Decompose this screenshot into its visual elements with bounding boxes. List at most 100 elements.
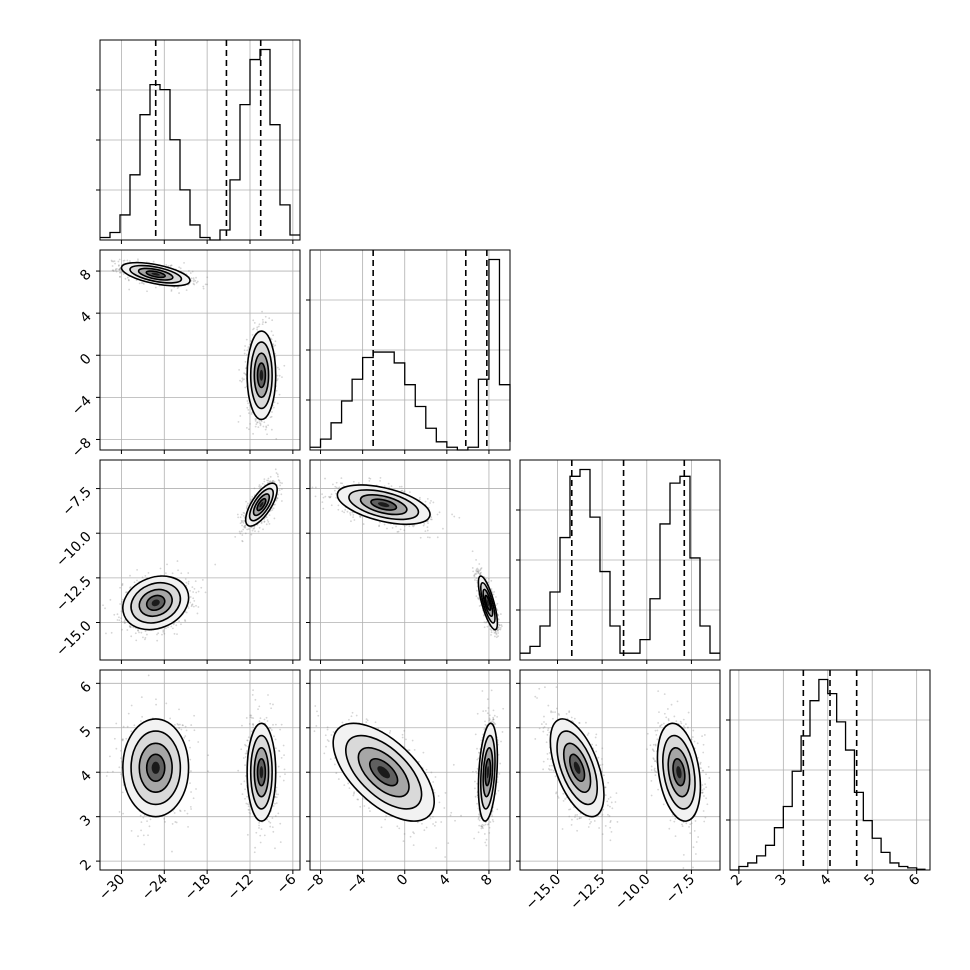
- scatter-point: [275, 389, 278, 392]
- contour-line: [138, 588, 173, 618]
- scatter-point: [180, 572, 183, 575]
- scatter-point: [118, 258, 121, 261]
- scatter-point: [237, 420, 240, 423]
- scatter-point: [193, 279, 195, 281]
- scatter-point: [260, 521, 263, 523]
- scatter-point: [256, 326, 259, 329]
- scatter-point: [129, 586, 131, 589]
- scatter-point: [331, 483, 334, 486]
- scatter-point: [352, 513, 355, 516]
- scatter-point: [266, 519, 269, 521]
- scatter-point: [329, 496, 332, 499]
- scatter-point: [184, 619, 186, 621]
- scatter-point: [276, 497, 279, 499]
- scatter-point: [477, 571, 480, 574]
- scatter-point: [120, 620, 123, 623]
- scatter-point: [278, 393, 281, 396]
- scatter-point: [391, 527, 394, 529]
- scatter-point: [261, 323, 264, 325]
- scatter-point: [202, 287, 205, 290]
- scatter-point: [419, 536, 422, 539]
- scatter-point: [253, 487, 256, 490]
- scatter-point: [279, 484, 281, 487]
- scatter-point: [249, 422, 251, 425]
- scatter-point: [247, 408, 250, 411]
- hist-frame-3: [729, 669, 931, 871]
- scatter-point: [275, 472, 278, 474]
- scatter-point: [144, 630, 147, 633]
- scatter-point: [187, 582, 190, 585]
- scatter-point: [245, 338, 248, 341]
- scatter-point: [337, 504, 340, 507]
- scatter-point: [314, 495, 317, 498]
- scatter-point: [187, 607, 190, 609]
- scatter-point: [271, 319, 274, 322]
- scatter-point: [252, 319, 255, 322]
- scatter-point: [243, 372, 246, 375]
- scatter-point: [418, 498, 421, 501]
- scatter-point: [426, 536, 429, 539]
- scatter-point: [453, 515, 456, 518]
- scatter-point: [272, 334, 275, 337]
- scatter-point: [264, 315, 267, 318]
- scatter-point: [118, 268, 121, 271]
- scatter-point: [265, 321, 267, 324]
- scatter-point: [262, 425, 265, 428]
- scatter-point: [114, 269, 117, 272]
- scatter-point: [241, 520, 244, 522]
- scatter-point: [142, 283, 145, 285]
- scatter-point: [265, 426, 268, 429]
- scatter-point: [275, 438, 278, 440]
- scatter-point: [496, 609, 499, 612]
- scatter-point: [129, 586, 132, 588]
- scatter-point: [204, 283, 207, 286]
- scatter-point: [146, 290, 148, 293]
- scatter-point: [197, 606, 200, 608]
- scatter-point: [162, 629, 165, 632]
- scatter-point: [165, 264, 168, 266]
- scatter-point: [252, 327, 255, 330]
- scatter-point: [337, 487, 340, 490]
- scatter-point: [359, 515, 362, 518]
- scatter-point: [247, 412, 250, 415]
- scatter-point: [163, 632, 166, 635]
- scatter-point: [116, 268, 118, 270]
- contour-line: [249, 341, 273, 410]
- scatter-point: [170, 264, 173, 267]
- scatter-point: [267, 520, 270, 523]
- scatter-point: [242, 528, 245, 531]
- contour-line: [246, 330, 277, 421]
- hist-step-1: [310, 258, 511, 451]
- scatter-point: [118, 268, 121, 271]
- scatter-point: [147, 571, 150, 574]
- density-shade: [377, 502, 390, 508]
- scatter-point: [249, 340, 252, 342]
- scatter-point: [272, 343, 275, 346]
- scatter-point: [398, 485, 401, 488]
- scatter-point: [442, 527, 444, 530]
- scatter-point: [388, 486, 391, 489]
- scatter-point: [495, 596, 497, 598]
- scatter-point: [250, 533, 253, 536]
- scatter-point: [256, 421, 259, 424]
- scatter-point: [112, 260, 115, 263]
- hist-step-2: [520, 468, 720, 654]
- scatter-point: [244, 372, 247, 375]
- scatter-point: [256, 328, 258, 331]
- joint-frame-0-1: [99, 249, 301, 451]
- scatter-point: [117, 260, 120, 263]
- scatter-point: [167, 265, 170, 267]
- scatter-point: [277, 493, 279, 496]
- scatter-point: [436, 536, 439, 539]
- scatter-point: [276, 473, 279, 476]
- contour-line: [256, 497, 267, 512]
- scatter-point: [202, 285, 205, 288]
- scatter-point: [241, 379, 244, 381]
- scatter-point: [247, 348, 250, 350]
- scatter-point: [270, 428, 273, 431]
- scatter-point: [352, 516, 355, 519]
- scatter-point: [426, 526, 429, 529]
- scatter-point: [195, 604, 197, 607]
- scatter-point: [490, 579, 493, 582]
- scatter-point: [432, 501, 435, 504]
